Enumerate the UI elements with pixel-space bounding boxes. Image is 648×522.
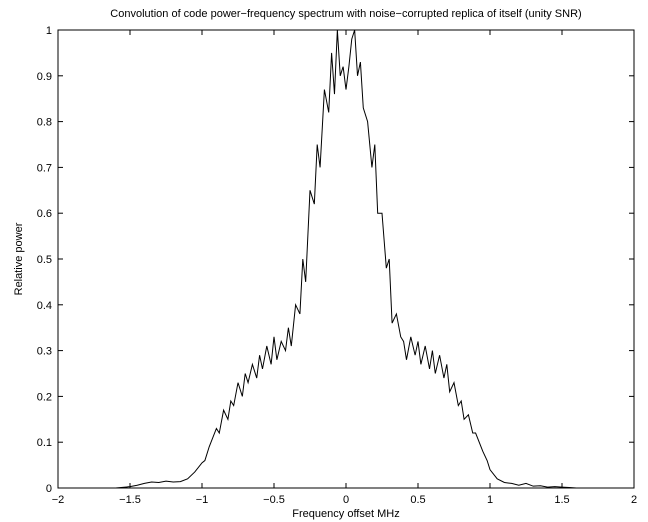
x-tick-label: 0 (343, 494, 349, 506)
y-tick-label: 0.6 (37, 208, 52, 220)
y-tick-label: 0.4 (37, 300, 52, 312)
y-tick-label: 0.2 (37, 391, 52, 403)
y-tick-label: 0.9 (37, 71, 52, 83)
y-tick-label: 1 (46, 25, 52, 37)
y-tick-label: 0.3 (37, 346, 52, 358)
x-tick-label: 2 (631, 494, 637, 506)
plot-area (57, 29, 635, 489)
x-tick-label: −2 (52, 494, 65, 506)
x-tick-label: −0.5 (263, 494, 285, 506)
y-tick-label: 0.5 (37, 254, 52, 266)
x-tick-label: 0.5 (410, 494, 425, 506)
y-axis-title: Relative power (13, 222, 25, 295)
x-tick-label: 1 (487, 494, 493, 506)
x-tick-label: −1 (196, 494, 209, 506)
x-tick-label: 1.5 (554, 494, 569, 506)
x-axis-ticks: −2 −1.5 −1 −0.5 0 0.5 1 1.5 2 (52, 30, 637, 506)
chart-title: Convolution of code power−frequency spec… (110, 8, 581, 20)
y-tick-label: 0 (46, 483, 52, 495)
y-tick-label: 0.1 (37, 437, 52, 449)
y-tick-label: 0.7 (37, 162, 52, 174)
y-tick-label: 0.8 (37, 117, 52, 129)
x-tick-label: −1.5 (119, 494, 141, 506)
y-axis-ticks: 0 0.1 0.2 0.3 0.4 0.5 0.6 0.7 0.8 0.9 1 (37, 25, 634, 495)
series-line (115, 29, 577, 489)
x-axis-title: Frequency offset MHz (292, 508, 399, 520)
